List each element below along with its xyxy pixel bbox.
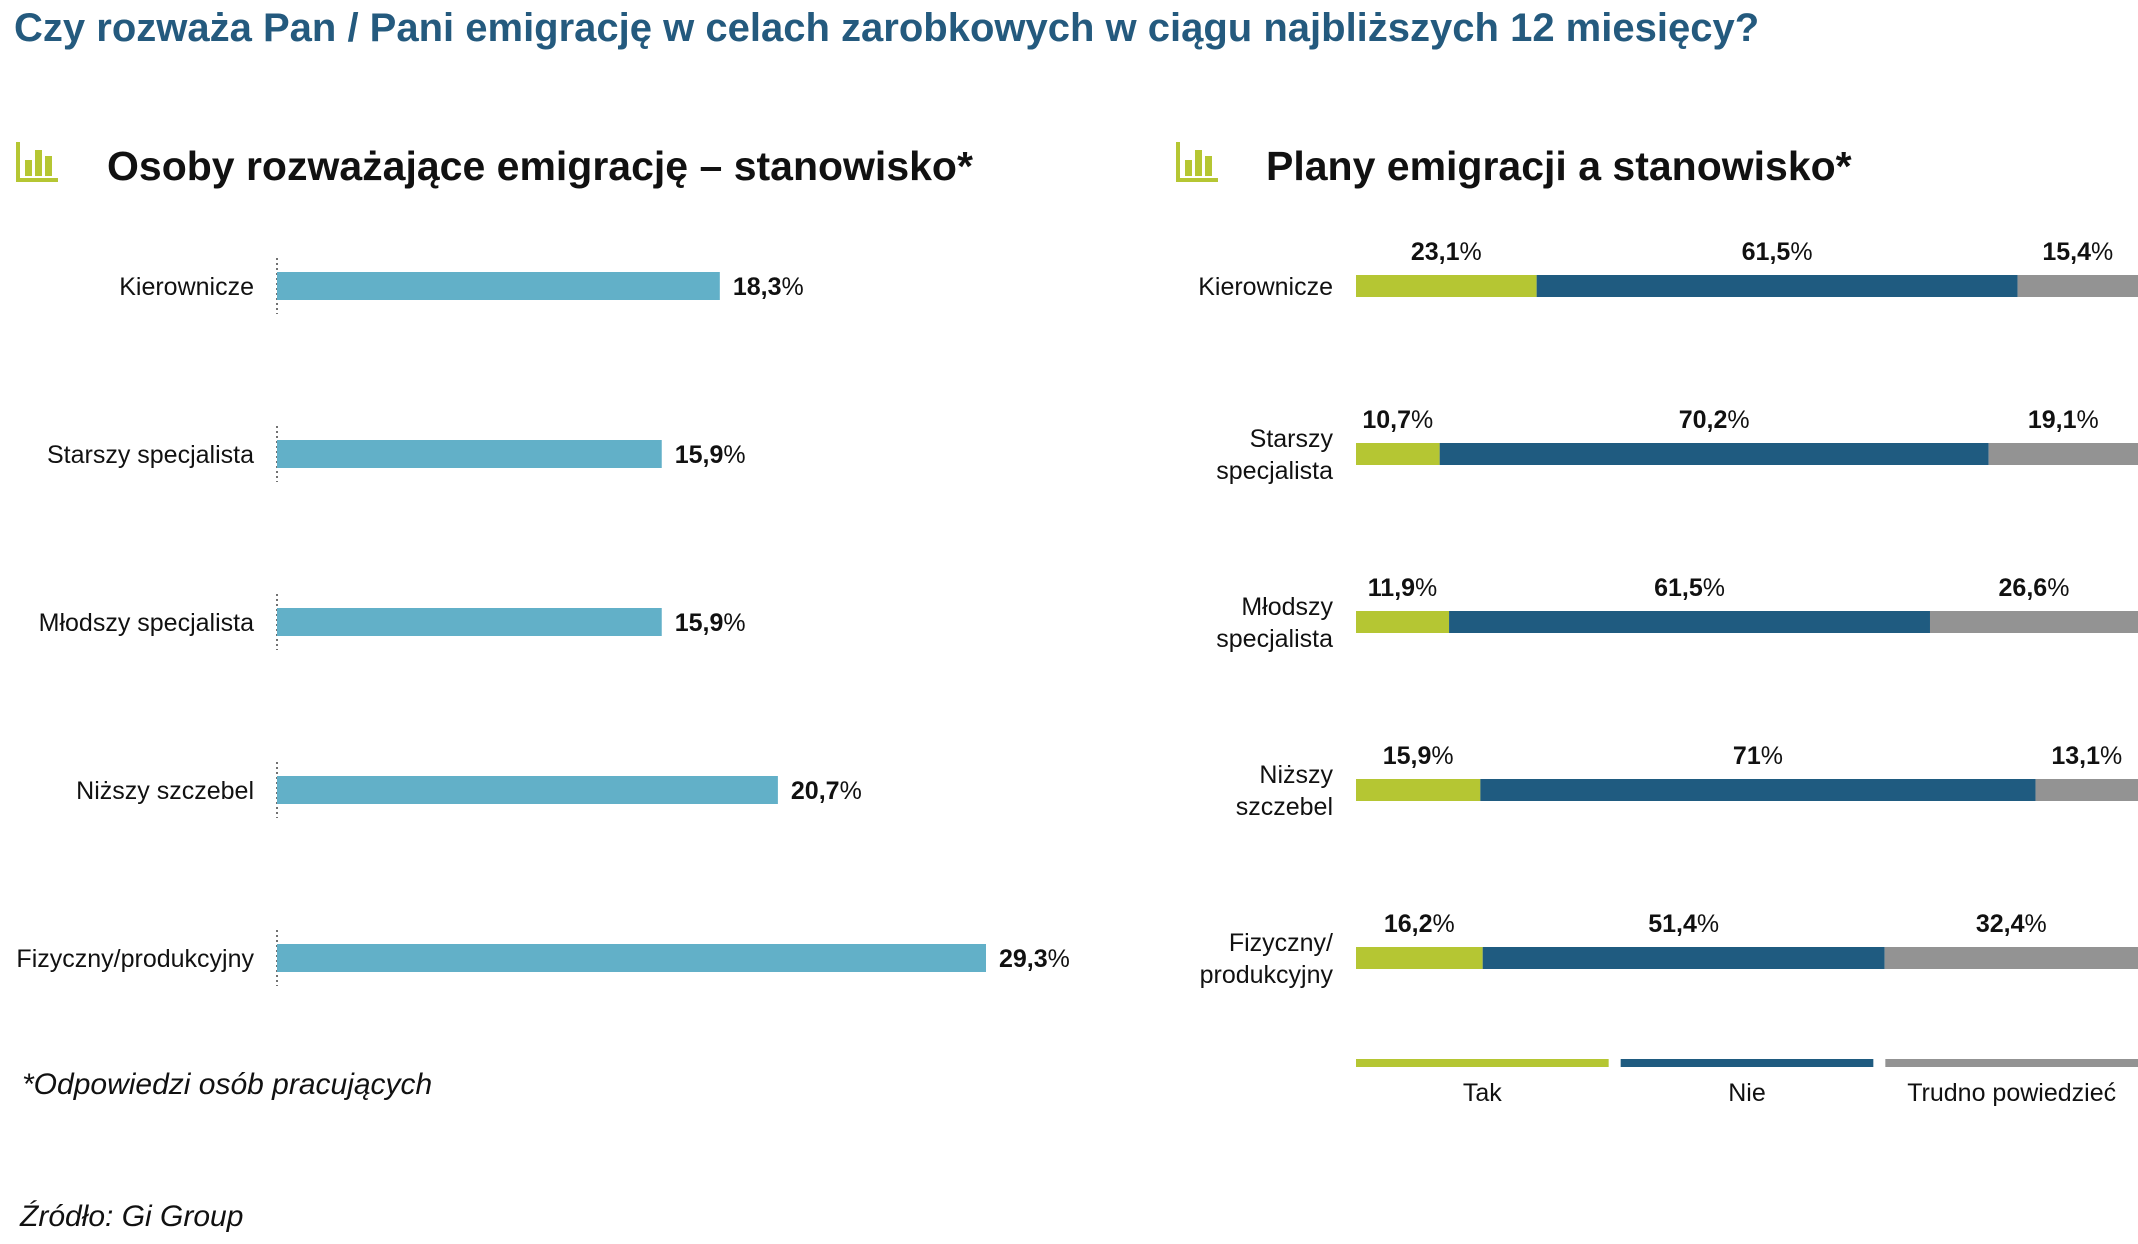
legend-swatch [1620,1059,1874,1067]
category-label: Kierownicze [1198,273,1333,301]
category-label: szczebel [1236,793,1333,821]
stacked-segment-tak [1356,275,1537,297]
stacked-segment-trudno-powiedzieć [2017,275,2138,297]
right-stacked-bar-chart: 23,1% 61,5% 15,4% Kierownicze 10,7% 70,2% 19,1… [1198,238,2138,1107]
segment-value-label: 10,7% [1362,406,1433,434]
stacked-segment-trudno-powiedzieć [2035,779,2138,801]
left-bar-chart: Kierownicze 18,3% Starszy specjalista 15,9%… [16,258,1070,986]
value-label: 18,3% [733,273,804,301]
category-label: Niższy szczebel [76,777,254,805]
stacked-segment-nie [1439,443,1989,465]
source-note: Źródło: Gi Group [20,1200,244,1233]
stacked-segment-nie [1536,275,2018,297]
stacked-segment-tak [1356,443,1440,465]
legend-swatch [1356,1059,1609,1067]
bar [277,776,778,804]
value-label: 29,3% [999,945,1070,973]
right-chart-title: Plany emigracji a stanowisko* [1266,143,1852,189]
value-label: 15,9% [675,609,746,637]
bar [277,944,986,972]
bar-chart-icon [1176,142,1218,182]
segment-value-label: 61,5% [1742,238,1813,266]
segment-value-label: 26,6% [1999,574,2070,602]
stacked-segment-nie [1482,947,1885,969]
stacked-segment-nie [1480,779,2036,801]
segment-value-label: 32,4% [1976,910,2047,938]
stacked-segment-tak [1356,947,1483,969]
category-label: Kierownicze [119,273,254,301]
segment-value-label: 13,1% [2051,742,2122,770]
legend-label: Nie [1728,1079,1766,1107]
left-chart-title: Osoby rozważające emigrację – stanowisko… [107,143,973,189]
category-label: specjalista [1216,457,1333,485]
bar [277,440,662,468]
value-label: 15,9% [675,441,746,469]
segment-value-label: 51,4% [1648,910,1719,938]
stacked-segment-tak [1356,779,1481,801]
segment-value-label: 70,2% [1679,406,1750,434]
main-title: Czy rozważa Pan / Pani emigrację w celac… [14,6,1760,50]
bar [277,608,662,636]
stacked-segment-trudno-powiedzieć [1929,611,2138,633]
bar [277,272,720,300]
category-label: Niższy [1259,761,1333,789]
segment-value-label: 19,1% [2028,406,2099,434]
stacked-segment-nie [1449,611,1930,633]
category-label: Starszy specjalista [47,441,254,469]
value-label: 20,7% [791,777,862,805]
category-label: Młodszy [1241,593,1333,621]
footnote: *Odpowiedzi osób pracujących [22,1068,433,1101]
bar-chart-icon [16,142,58,182]
legend-swatch [1885,1059,2138,1067]
stacked-segment-trudno-powiedzieć [1884,947,2138,969]
segment-value-label: 16,2% [1384,910,1455,938]
segment-value-label: 23,1% [1411,238,1482,266]
segment-value-label: 11,9% [1368,574,1438,602]
stacked-segment-tak [1356,611,1450,633]
segment-value-label: 15,4% [2042,238,2113,266]
category-label: specjalista [1216,625,1333,653]
category-label: Starszy [1250,425,1334,453]
category-label: Młodszy specjalista [39,609,254,637]
category-label: produkcyjny [1200,961,1334,989]
legend-label: Tak [1463,1079,1502,1107]
segment-value-label: 15,9% [1383,742,1454,770]
segment-value-label: 71% [1733,742,1783,770]
segment-value-label: 61,5% [1654,574,1725,602]
category-label: Fizyczny/produkcyjny [16,945,254,973]
stacked-segment-trudno-powiedzieć [1988,443,2138,465]
legend-label: Trudno powiedzieć [1907,1079,2116,1107]
category-label: Fizyczny/ [1229,929,1333,957]
